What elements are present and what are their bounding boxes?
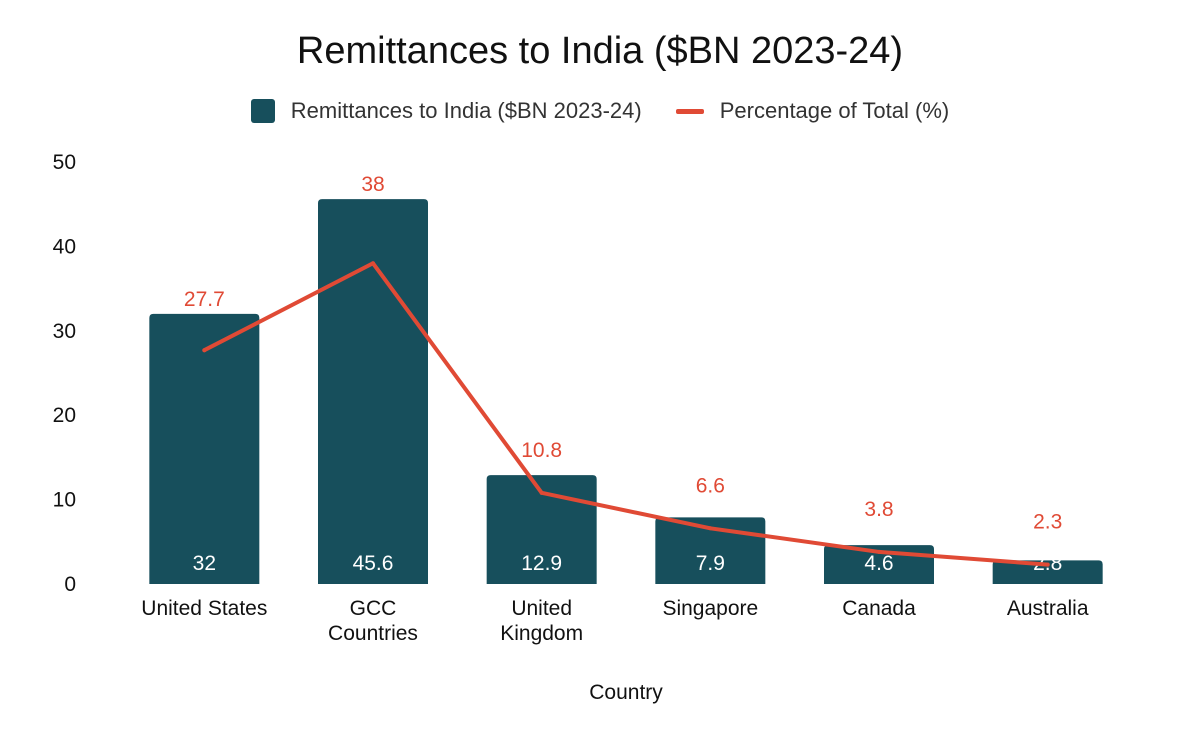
legend-swatch-line (675, 108, 704, 114)
x-tick-label-line: United States (141, 597, 267, 620)
chart-title: Remittances to India ($BN 2023-24) (296, 30, 904, 72)
y-tick-label: 10 (53, 489, 76, 512)
y-axis: 0 10 20 30 40 50 (53, 151, 76, 596)
line-point (1045, 562, 1050, 567)
x-tick-label-line: GCC (350, 597, 397, 620)
x-tick-label-line: United (511, 597, 572, 620)
y-tick-label: 50 (53, 151, 76, 174)
line-data-label: 2.3 (1033, 511, 1062, 534)
line-point (539, 490, 544, 495)
bar (486, 475, 597, 584)
bar-data-label: 4.6 (864, 552, 893, 575)
x-tick-label-line: Kingdom (500, 622, 583, 645)
line-point (877, 549, 881, 554)
line-path (202, 261, 1050, 567)
legend-item-line[interactable]: Percentage of Total (%) (675, 98, 950, 124)
x-tick-label-line: Australia (1007, 597, 1089, 620)
line-point (708, 526, 713, 531)
y-tick-label: 20 (53, 404, 76, 427)
x-tick-label-line: Canada (842, 597, 916, 620)
line-data-label: 6.6 (696, 474, 725, 497)
line-data-label: 27.7 (184, 288, 225, 311)
bar-data-label: 12.9 (521, 552, 562, 575)
x-axis: United States GCC Countries United Kingdom Si… (141, 597, 1089, 645)
bar (318, 199, 428, 585)
legend-label-line: Percentage of Total (%) (719, 98, 950, 123)
bar (149, 313, 260, 584)
y-tick-label: 0 (64, 573, 76, 596)
bar-series (149, 199, 1103, 585)
line-point (202, 348, 207, 353)
x-tick-label: United States (141, 597, 267, 620)
x-tick-label: Canada (842, 597, 916, 620)
line-point (371, 261, 375, 266)
x-tick-label: Australia (1007, 597, 1089, 620)
line-data-label: 3.8 (864, 498, 893, 521)
line-data-label: 10.8 (521, 439, 562, 462)
legend-swatch-bars (250, 99, 275, 123)
x-tick-label-line: Countries (328, 622, 418, 645)
x-tick-label: Singapore (662, 597, 758, 620)
x-tick-label: GCC Countries (328, 597, 418, 645)
x-tick-label-line: Singapore (662, 597, 758, 620)
line-series: 27.7 38 10.8 6.6 3.8 2.3 (182, 172, 1064, 567)
x-axis-title: Country (589, 681, 663, 704)
bar (992, 560, 1103, 584)
legend-label-bars: Remittances to India ($BN 2023-24) (290, 98, 642, 123)
line-data-label: 38 (361, 173, 384, 196)
y-tick-label: 30 (53, 320, 76, 343)
bar-data-label: 45.6 (353, 552, 394, 575)
y-tick-label: 40 (53, 235, 76, 258)
legend-item-bars[interactable]: Remittances to India ($BN 2023-24) (250, 98, 642, 124)
x-tick-label: United Kingdom (500, 597, 583, 645)
legend: Remittances to India ($BN 2023-24) Perce… (0, 98, 1200, 124)
bar-data-label: 32 (193, 552, 216, 575)
bar-data-label: 7.9 (696, 552, 725, 575)
